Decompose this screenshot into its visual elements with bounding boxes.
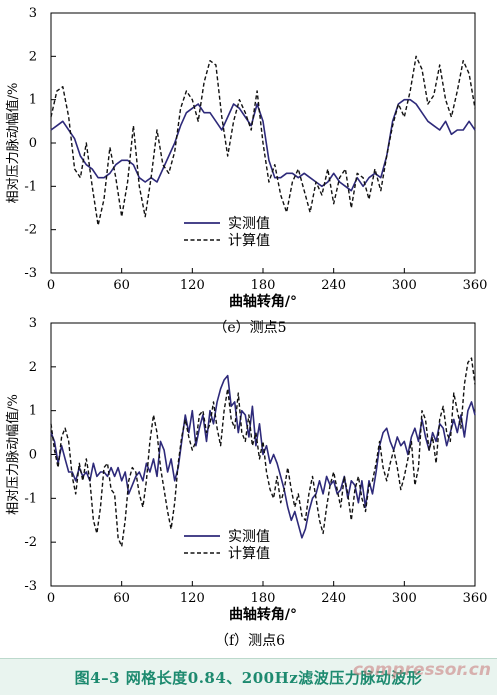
y-tick-label: -3 [24,266,37,281]
x-tick-label: 120 [180,278,205,293]
x-tick-label: 0 [47,591,55,606]
y-tick-label: 3 [29,316,37,331]
x-tick-label: 240 [321,278,346,293]
x-tick-label: 60 [113,278,130,293]
chart-title: （e）测点5 [213,320,286,336]
legend-label: 实测值 [228,529,270,545]
x-tick-label: 360 [463,278,488,293]
legend-label: 计算值 [228,233,270,249]
y-tick-label: 1 [29,404,37,419]
x-axis-label: 曲轴转角/° [229,293,297,310]
y-tick-label: 2 [29,360,37,375]
y-axis-label: 相对压力脉动幅值/% [5,83,21,204]
x-axis-label: 曲轴转角/° [229,606,297,623]
chart-e: 0 60 120 180 240 300 360 -3 -2 -1 0 1 2 3 曲轴转角/° 相对压力脉动… [5,6,487,336]
figure-caption: 图4–3 网格长度0.84、200Hz滤波压力脉动波形 [74,669,423,687]
series-line-measured [50,98,476,192]
series-line-computed [50,55,476,226]
x-tick-label: 60 [113,591,130,606]
y-tick-label: -2 [24,223,37,238]
legend-label: 计算值 [228,546,270,562]
y-tick-label: -1 [24,491,37,506]
x-tick-label: 180 [251,591,276,606]
y-tick-label: 3 [29,6,37,21]
caption-bar [0,658,497,695]
x-tick-label: 300 [392,278,417,293]
x-tick-label: 0 [47,278,55,293]
x-tick-label: 240 [321,591,346,606]
legend-label: 实测值 [228,216,270,232]
y-tick-label: 0 [29,448,37,463]
y-tick-label: -2 [24,535,37,550]
x-tick-label: 120 [180,591,205,606]
watermark-logo: compressor.cn [352,660,491,680]
chart-title: （f）测点6 [215,633,285,649]
x-tick-label: 180 [251,278,276,293]
y-tick-label: 1 [29,93,37,108]
y-tick-label: -3 [24,579,37,594]
y-axis-label: 相对压力脉动幅值/% [5,394,21,515]
series-line-computed [50,357,476,548]
y-tick-label: 0 [29,136,37,151]
y-tick-label: 2 [29,49,37,64]
x-tick-label: 360 [463,591,488,606]
chart-f: 0 60 120 180 240 300 360 -3 -2 -1 0 1 2 3 曲轴转角/° 相对压力脉动… [5,316,487,649]
series-line-measured [50,374,476,539]
x-tick-label: 300 [392,591,417,606]
y-tick-label: -1 [24,179,37,194]
